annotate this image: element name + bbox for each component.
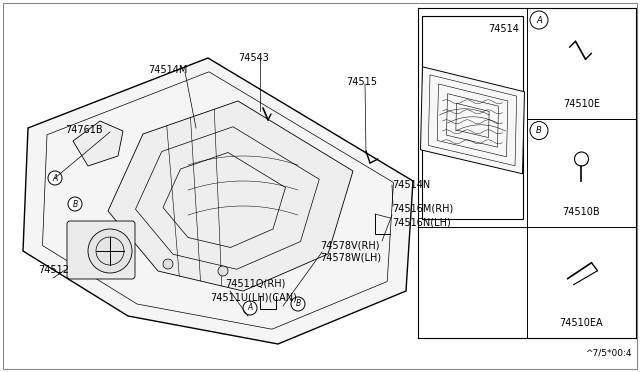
Circle shape <box>88 229 132 273</box>
Text: B: B <box>72 199 77 208</box>
Text: 74515: 74515 <box>346 77 377 87</box>
Polygon shape <box>108 101 353 291</box>
Text: A: A <box>52 173 58 183</box>
Polygon shape <box>73 121 123 166</box>
Text: 74511Q(RH): 74511Q(RH) <box>225 279 285 289</box>
Text: 74514M: 74514M <box>148 65 188 75</box>
Bar <box>422 16 523 219</box>
Circle shape <box>243 301 257 315</box>
Text: A: A <box>248 304 253 312</box>
FancyBboxPatch shape <box>67 221 135 279</box>
Circle shape <box>530 122 548 140</box>
Text: 74510E: 74510E <box>563 99 600 109</box>
Circle shape <box>48 171 62 185</box>
Text: 74578W(LH): 74578W(LH) <box>320 253 381 263</box>
Text: 74511U(LH)(CAN): 74511U(LH)(CAN) <box>210 293 297 303</box>
Circle shape <box>68 197 82 211</box>
Text: B: B <box>536 126 542 135</box>
Text: B: B <box>296 299 301 308</box>
Text: A: A <box>536 16 542 25</box>
Text: ^7/5*00:4: ^7/5*00:4 <box>586 349 632 358</box>
Circle shape <box>530 11 548 29</box>
Circle shape <box>291 297 305 311</box>
Circle shape <box>575 152 589 166</box>
Circle shape <box>163 259 173 269</box>
Polygon shape <box>420 67 525 174</box>
Circle shape <box>218 266 228 276</box>
Text: 74512: 74512 <box>38 265 69 275</box>
Text: 74578V(RH): 74578V(RH) <box>320 240 380 250</box>
Text: 74510EA: 74510EA <box>560 318 604 328</box>
Text: 74761B: 74761B <box>65 125 102 135</box>
Text: 74514N: 74514N <box>392 180 430 190</box>
Text: 74516N(LH): 74516N(LH) <box>392 217 451 227</box>
Text: 74543: 74543 <box>238 53 269 63</box>
Polygon shape <box>23 58 413 344</box>
Text: 74510B: 74510B <box>563 208 600 218</box>
Text: 74514: 74514 <box>488 24 519 34</box>
Text: 74516M(RH): 74516M(RH) <box>392 203 453 213</box>
